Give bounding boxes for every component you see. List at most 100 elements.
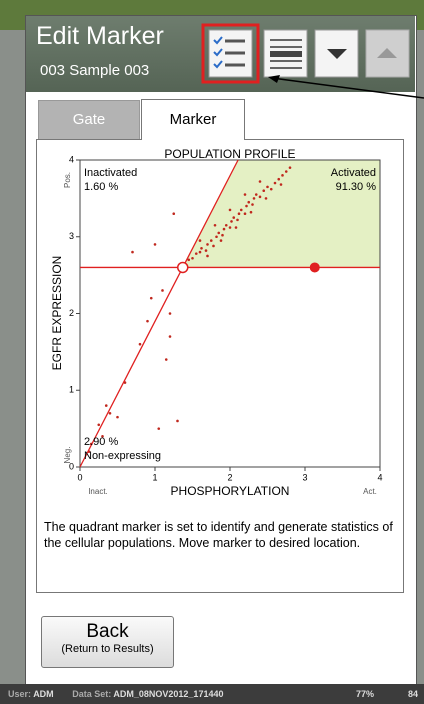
data-point [116, 415, 119, 419]
user-label: User: [8, 689, 32, 699]
data-point [279, 183, 283, 186]
data-point [131, 250, 134, 254]
x-tick-label: 4 [377, 472, 382, 482]
data-point [221, 233, 224, 237]
marker-handle[interactable] [309, 262, 320, 273]
data-point [108, 411, 112, 415]
data-point [281, 174, 284, 177]
y-tick-label: 2 [69, 308, 74, 318]
data-point [232, 216, 236, 219]
data-point [168, 312, 172, 315]
data-point [269, 187, 273, 191]
pointer-line [271, 77, 424, 99]
description: The quadrant marker is set to identify a… [44, 520, 393, 550]
up-arrow [377, 48, 397, 58]
data-point [191, 256, 194, 260]
y-tick-label: 0 [69, 461, 74, 471]
data-point [219, 239, 223, 242]
data-point [249, 210, 253, 214]
quadrant-percent: 2.90 % [84, 436, 118, 448]
dataset-label: Data Set: [72, 689, 112, 699]
data-point [245, 204, 248, 208]
data-point [213, 223, 217, 227]
data-point [168, 335, 172, 338]
data-point [204, 249, 208, 252]
user: ADM [33, 689, 54, 699]
data-point [273, 181, 277, 185]
x-tick-label: 1 [152, 472, 157, 482]
y-end-label: Neg. [63, 447, 72, 464]
y-tick-label: 1 [69, 385, 74, 395]
data-point [157, 427, 161, 430]
data-point [187, 258, 191, 262]
down-button[interactable] [314, 29, 359, 78]
data-point [101, 435, 104, 438]
highlight-box [201, 23, 260, 84]
y-end-label: Pos. [63, 172, 72, 188]
x-tick-label: 2 [227, 472, 232, 482]
data-point [243, 193, 247, 196]
back-button[interactable]: Back (Return to Results) [41, 616, 174, 668]
data-point [97, 423, 101, 427]
data-point [104, 404, 108, 407]
x-tick-label: 0 [77, 472, 82, 482]
data-point [239, 208, 243, 212]
data-point [209, 239, 213, 242]
data-point [206, 243, 209, 246]
tab-marker[interactable]: Marker [141, 99, 245, 140]
x-tick-label: 3 [302, 472, 307, 482]
activated-region [182, 160, 380, 268]
data-point [194, 252, 198, 255]
back-sublabel: (Return to Results) [61, 643, 154, 655]
data-point [138, 342, 142, 346]
data-point [224, 223, 228, 227]
data-point [212, 244, 215, 248]
pointer-head [268, 75, 280, 83]
data-point [200, 246, 203, 250]
data-point [288, 166, 292, 169]
data-point [228, 226, 232, 229]
x-end-label: Inact. [88, 487, 108, 496]
quadrant-name: Non-expressing [84, 450, 161, 462]
chart-title: POPULATION PROFILE [164, 147, 295, 161]
data-point [254, 193, 258, 196]
header-title: Edit Marker [36, 22, 164, 50]
y-axis-label: EGFR EXPRESSION [50, 256, 64, 371]
data-point [247, 200, 251, 204]
down-arrow [327, 49, 347, 59]
data-point [258, 195, 262, 199]
data-point [176, 419, 179, 423]
data-point [149, 296, 153, 300]
marker-center[interactable] [177, 261, 189, 274]
list-icon [270, 39, 302, 69]
data-point [215, 235, 218, 239]
status-bar: User: ADM Data Set: ADM_08NOV2012_171440… [0, 684, 424, 704]
data-point [234, 226, 238, 229]
quadrant-percent: 91.30 % [336, 181, 377, 193]
data-point [172, 212, 176, 216]
quadrant-name: Activated [331, 167, 376, 179]
data-point [262, 189, 266, 192]
data-point [284, 170, 288, 173]
data-point [277, 177, 281, 181]
y-tick-label: 3 [69, 231, 74, 241]
battery2: 84 [408, 689, 419, 699]
marker-diagonal [79, 159, 239, 468]
list-lines [225, 39, 245, 67]
data-point [217, 231, 221, 235]
data-point [153, 243, 157, 246]
data-point [228, 208, 232, 212]
check-icons [213, 36, 223, 69]
data-point [146, 319, 149, 323]
data-point [198, 250, 202, 254]
data-point [222, 227, 226, 231]
data-point [198, 239, 202, 242]
x-axis-label: PHOSPHORYLATION [171, 484, 290, 498]
data-point [206, 254, 209, 258]
data-point [236, 218, 239, 222]
battery1: 77% [356, 689, 375, 699]
x-end-label: Act. [363, 487, 377, 496]
data-point [264, 197, 268, 200]
